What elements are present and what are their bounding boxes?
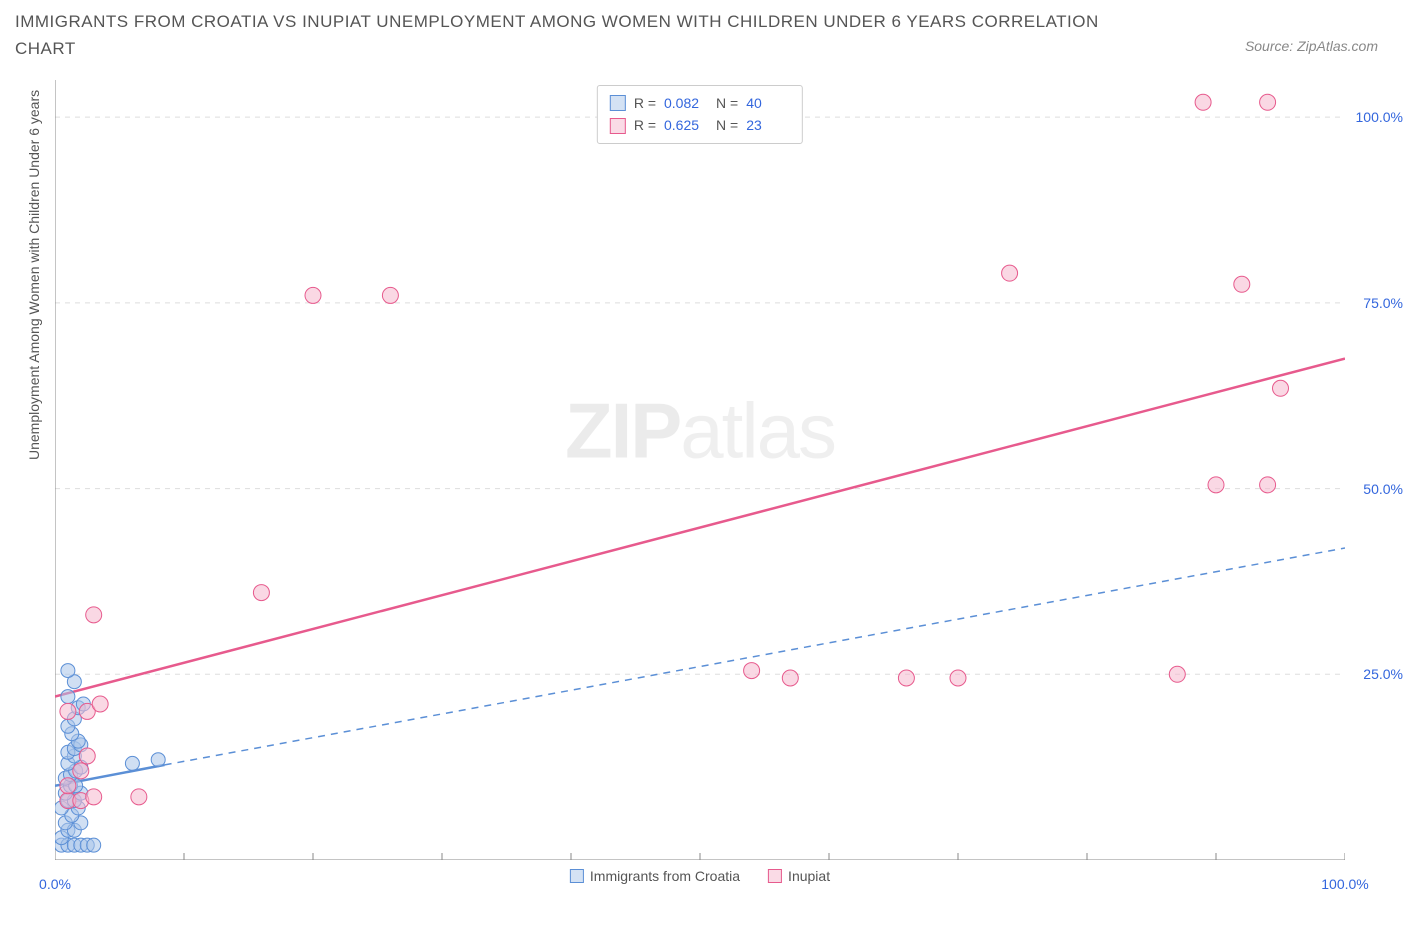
- chart-title: IMMIGRANTS FROM CROATIA VS INUPIAT UNEMP…: [15, 8, 1115, 62]
- data-point-croatia: [61, 664, 75, 678]
- legend-swatch-inupiat: [610, 118, 626, 134]
- y-axis-label: Unemployment Among Women with Children U…: [26, 90, 42, 460]
- data-point-croatia: [125, 756, 139, 770]
- data-point-inupiat: [60, 703, 76, 719]
- data-point-inupiat: [744, 663, 760, 679]
- data-point-inupiat: [1273, 380, 1289, 396]
- y-tick-label: 50.0%: [1363, 481, 1403, 497]
- trend-line-dash-croatia: [165, 548, 1345, 765]
- y-tick-label: 100.0%: [1356, 109, 1403, 125]
- legend-r-value-croatia: 0.082: [664, 92, 708, 114]
- data-point-inupiat: [305, 287, 321, 303]
- legend-swatch-croatia: [610, 95, 626, 111]
- data-point-inupiat: [86, 789, 102, 805]
- legend-label: Inupiat: [788, 868, 830, 884]
- data-point-inupiat: [898, 670, 914, 686]
- correlation-legend-box: R = 0.082 N = 40 R = 0.625 N = 23: [597, 85, 803, 144]
- data-point-inupiat: [1260, 94, 1276, 110]
- trend-line-inupiat: [55, 359, 1345, 697]
- data-point-inupiat: [131, 789, 147, 805]
- data-point-croatia: [61, 690, 75, 704]
- legend-n-value-croatia: 40: [746, 92, 790, 114]
- data-point-inupiat: [253, 585, 269, 601]
- data-point-inupiat: [1195, 94, 1211, 110]
- x-tick-label: 100.0%: [1321, 876, 1368, 892]
- x-tick-label: 0.0%: [39, 876, 71, 892]
- data-point-inupiat: [1260, 477, 1276, 493]
- data-point-croatia: [87, 838, 101, 852]
- data-point-inupiat: [73, 763, 89, 779]
- source-credit: Source: ZipAtlas.com: [1245, 38, 1378, 54]
- series-legend: Immigrants from Croatia Inupiat: [570, 868, 830, 884]
- legend-n-label: N =: [716, 92, 738, 114]
- data-point-inupiat: [60, 778, 76, 794]
- legend-swatch: [768, 869, 782, 883]
- legend-n-label: N =: [716, 114, 738, 136]
- data-point-inupiat: [92, 696, 108, 712]
- bottom-legend-item: Immigrants from Croatia: [570, 868, 740, 884]
- data-point-inupiat: [950, 670, 966, 686]
- legend-label: Immigrants from Croatia: [590, 868, 740, 884]
- chart-plot-area: ZIPatlas R =0.082N =40R =0.625N =23 25.0…: [55, 80, 1345, 860]
- data-point-inupiat: [86, 607, 102, 623]
- legend-r-value-inupiat: 0.625: [664, 114, 708, 136]
- legend-r-label: R =: [634, 114, 656, 136]
- bottom-legend-item: Inupiat: [768, 868, 830, 884]
- data-point-croatia: [151, 753, 165, 767]
- legend-info-row-croatia: R = 0.082 N = 40: [610, 92, 790, 114]
- y-tick-label: 75.0%: [1363, 295, 1403, 311]
- data-point-inupiat: [1208, 477, 1224, 493]
- data-point-inupiat: [1234, 276, 1250, 292]
- data-point-inupiat: [782, 670, 798, 686]
- legend-r-label: R =: [634, 92, 656, 114]
- y-tick-label: 25.0%: [1363, 666, 1403, 682]
- data-point-inupiat: [79, 748, 95, 764]
- data-point-inupiat: [382, 287, 398, 303]
- legend-n-value-inupiat: 23: [746, 114, 790, 136]
- data-point-inupiat: [1169, 666, 1185, 682]
- legend-info-row-inupiat: R = 0.625 N = 23: [610, 114, 790, 136]
- data-point-inupiat: [1002, 265, 1018, 281]
- scatter-chart-svg: [55, 80, 1345, 860]
- legend-swatch: [570, 869, 584, 883]
